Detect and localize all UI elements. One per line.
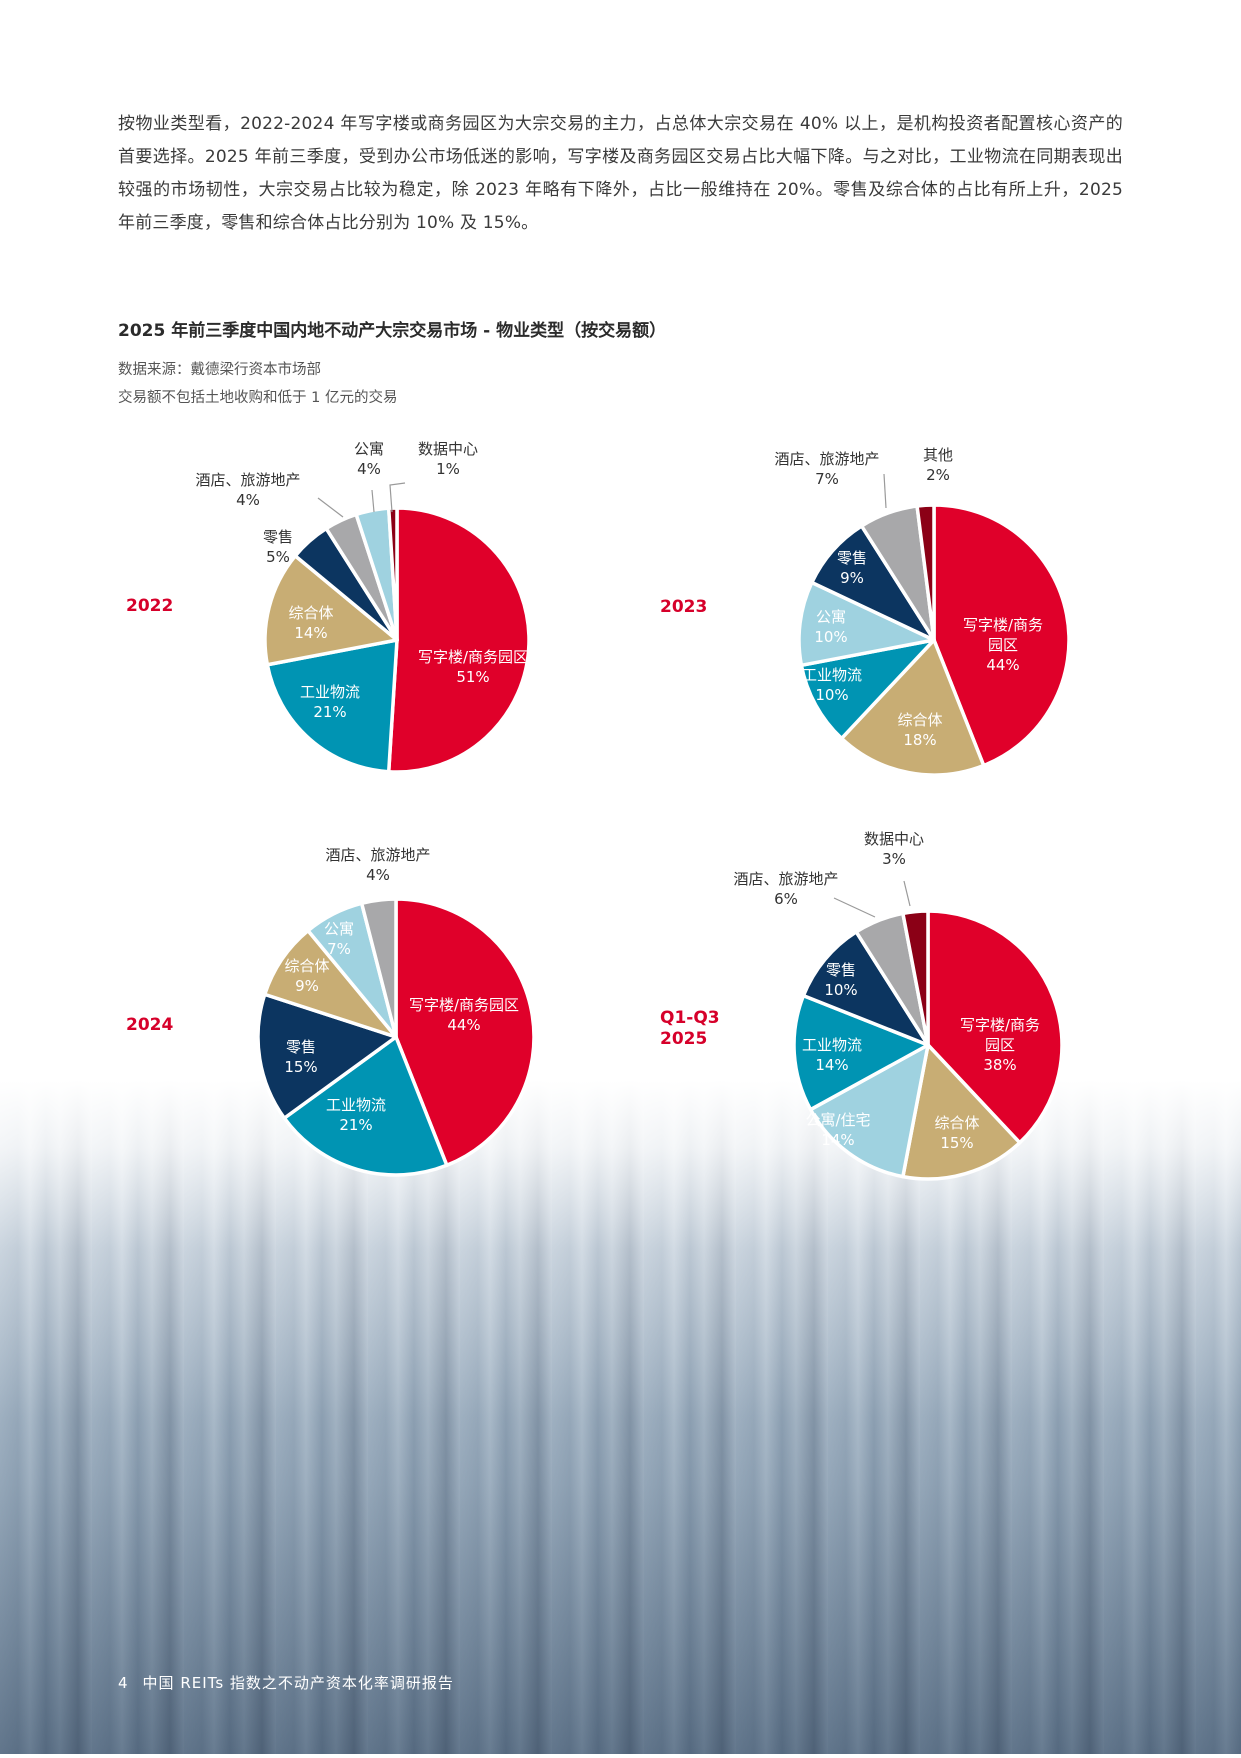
year-label-2022: 2022 (126, 596, 174, 616)
slice-label-composite: 综合体 14% (288, 604, 333, 642)
leader-line-apartment (371, 489, 375, 513)
slice-hotel (359, 897, 398, 1039)
slice-label-retail: 零售 10% (824, 961, 857, 999)
slice-label-industrial: 工业物流 21% (326, 1096, 386, 1134)
slice-label-apartment: 公寓 10% (814, 608, 847, 646)
slice-office (386, 506, 531, 774)
leader-line-hotel (833, 897, 876, 918)
slice-label-datacenter: 数据中心 3% (864, 830, 924, 868)
slice-label-office: 写字楼/商务园区 44% (409, 996, 519, 1034)
slice-office (394, 897, 536, 1168)
slice-label-industrial: 工业物流 10% (802, 666, 862, 704)
exclusion-note: 交易额不包括土地收购和低于 1 亿元的交易 (118, 390, 398, 406)
slice-office (932, 503, 1071, 768)
slice-label-hotel: 酒店、旅游地产 6% (733, 870, 838, 908)
slice-label-industrial: 工业物流 21% (300, 683, 360, 721)
slice-label-composite: 综合体 9% (284, 957, 329, 995)
leader-line-hotel (317, 497, 344, 518)
page-footer: 4 中国 REITs 指数之不动产资本化率调研报告 (118, 1672, 454, 1693)
slice-composite (901, 1043, 1022, 1181)
slice-label-retail: 零售 15% (284, 1038, 317, 1076)
slice-datacenter (386, 506, 399, 642)
leader-line-datacenter (389, 482, 406, 513)
slice-label-office: 写字楼/商务园区 51% (418, 648, 528, 686)
slice-label-retail: 零售 9% (837, 549, 867, 587)
leader-line-datacenter (903, 880, 911, 907)
chart-section-title: 2025 年前三季度中国内地不动产大宗交易市场 - 物业类型（按交易额） (118, 321, 667, 341)
slice-label-other: 其他 2% (923, 446, 953, 484)
slice-composite (263, 554, 399, 667)
slice-label-composite: 综合体 18% (897, 711, 942, 749)
slice-industrial (792, 993, 930, 1112)
slice-label-office: 写字楼/商务园区 44% (963, 616, 1043, 674)
year-label-2025-q1q3: Q1-Q3 2025 (660, 1008, 720, 1049)
slice-label-apartment: 公寓 4% (354, 440, 384, 478)
city-skyline-photo (0, 1080, 1241, 1754)
report-title: 中国 REITs 指数之不动产资本化率调研报告 (142, 1674, 454, 1692)
slice-datacenter (901, 909, 930, 1047)
slice-composite (839, 638, 986, 777)
slice-label-hotel: 酒店、旅游地产 4% (195, 471, 300, 509)
page-number: 4 (118, 1674, 129, 1692)
slice-label-hotel: 酒店、旅游地产 7% (774, 450, 879, 488)
body-paragraph: 按物业类型看，2022-2024 年写字楼或商务园区为大宗交易的主力，占总体大宗… (118, 114, 1123, 233)
year-label-2024: 2024 (126, 1015, 174, 1035)
slice-label-datacenter: 数据中心 1% (418, 440, 478, 478)
data-source-note: 数据来源：戴德梁行资本市场部 (118, 362, 321, 378)
slice-label-composite: 综合体 15% (934, 1114, 979, 1152)
slice-label-apartment: 公寓/住宅 14% (805, 1111, 870, 1149)
slice-other (915, 503, 936, 642)
slice-office (926, 909, 1064, 1145)
slice-label-hotel: 酒店、旅游地产 4% (325, 846, 430, 884)
slice-label-retail: 零售 5% (263, 528, 293, 566)
slice-industrial (282, 1035, 449, 1177)
slice-industrial (265, 638, 399, 774)
slice-label-office: 写字楼/商务园区 38% (960, 1016, 1040, 1074)
year-label-2023: 2023 (660, 597, 708, 617)
slice-label-apartment: 公寓 7% (324, 920, 354, 958)
leader-line-hotel (883, 473, 887, 509)
slice-label-industrial: 工业物流 14% (802, 1036, 862, 1074)
slice-apartment (808, 1043, 930, 1179)
slice-retail (256, 992, 398, 1120)
